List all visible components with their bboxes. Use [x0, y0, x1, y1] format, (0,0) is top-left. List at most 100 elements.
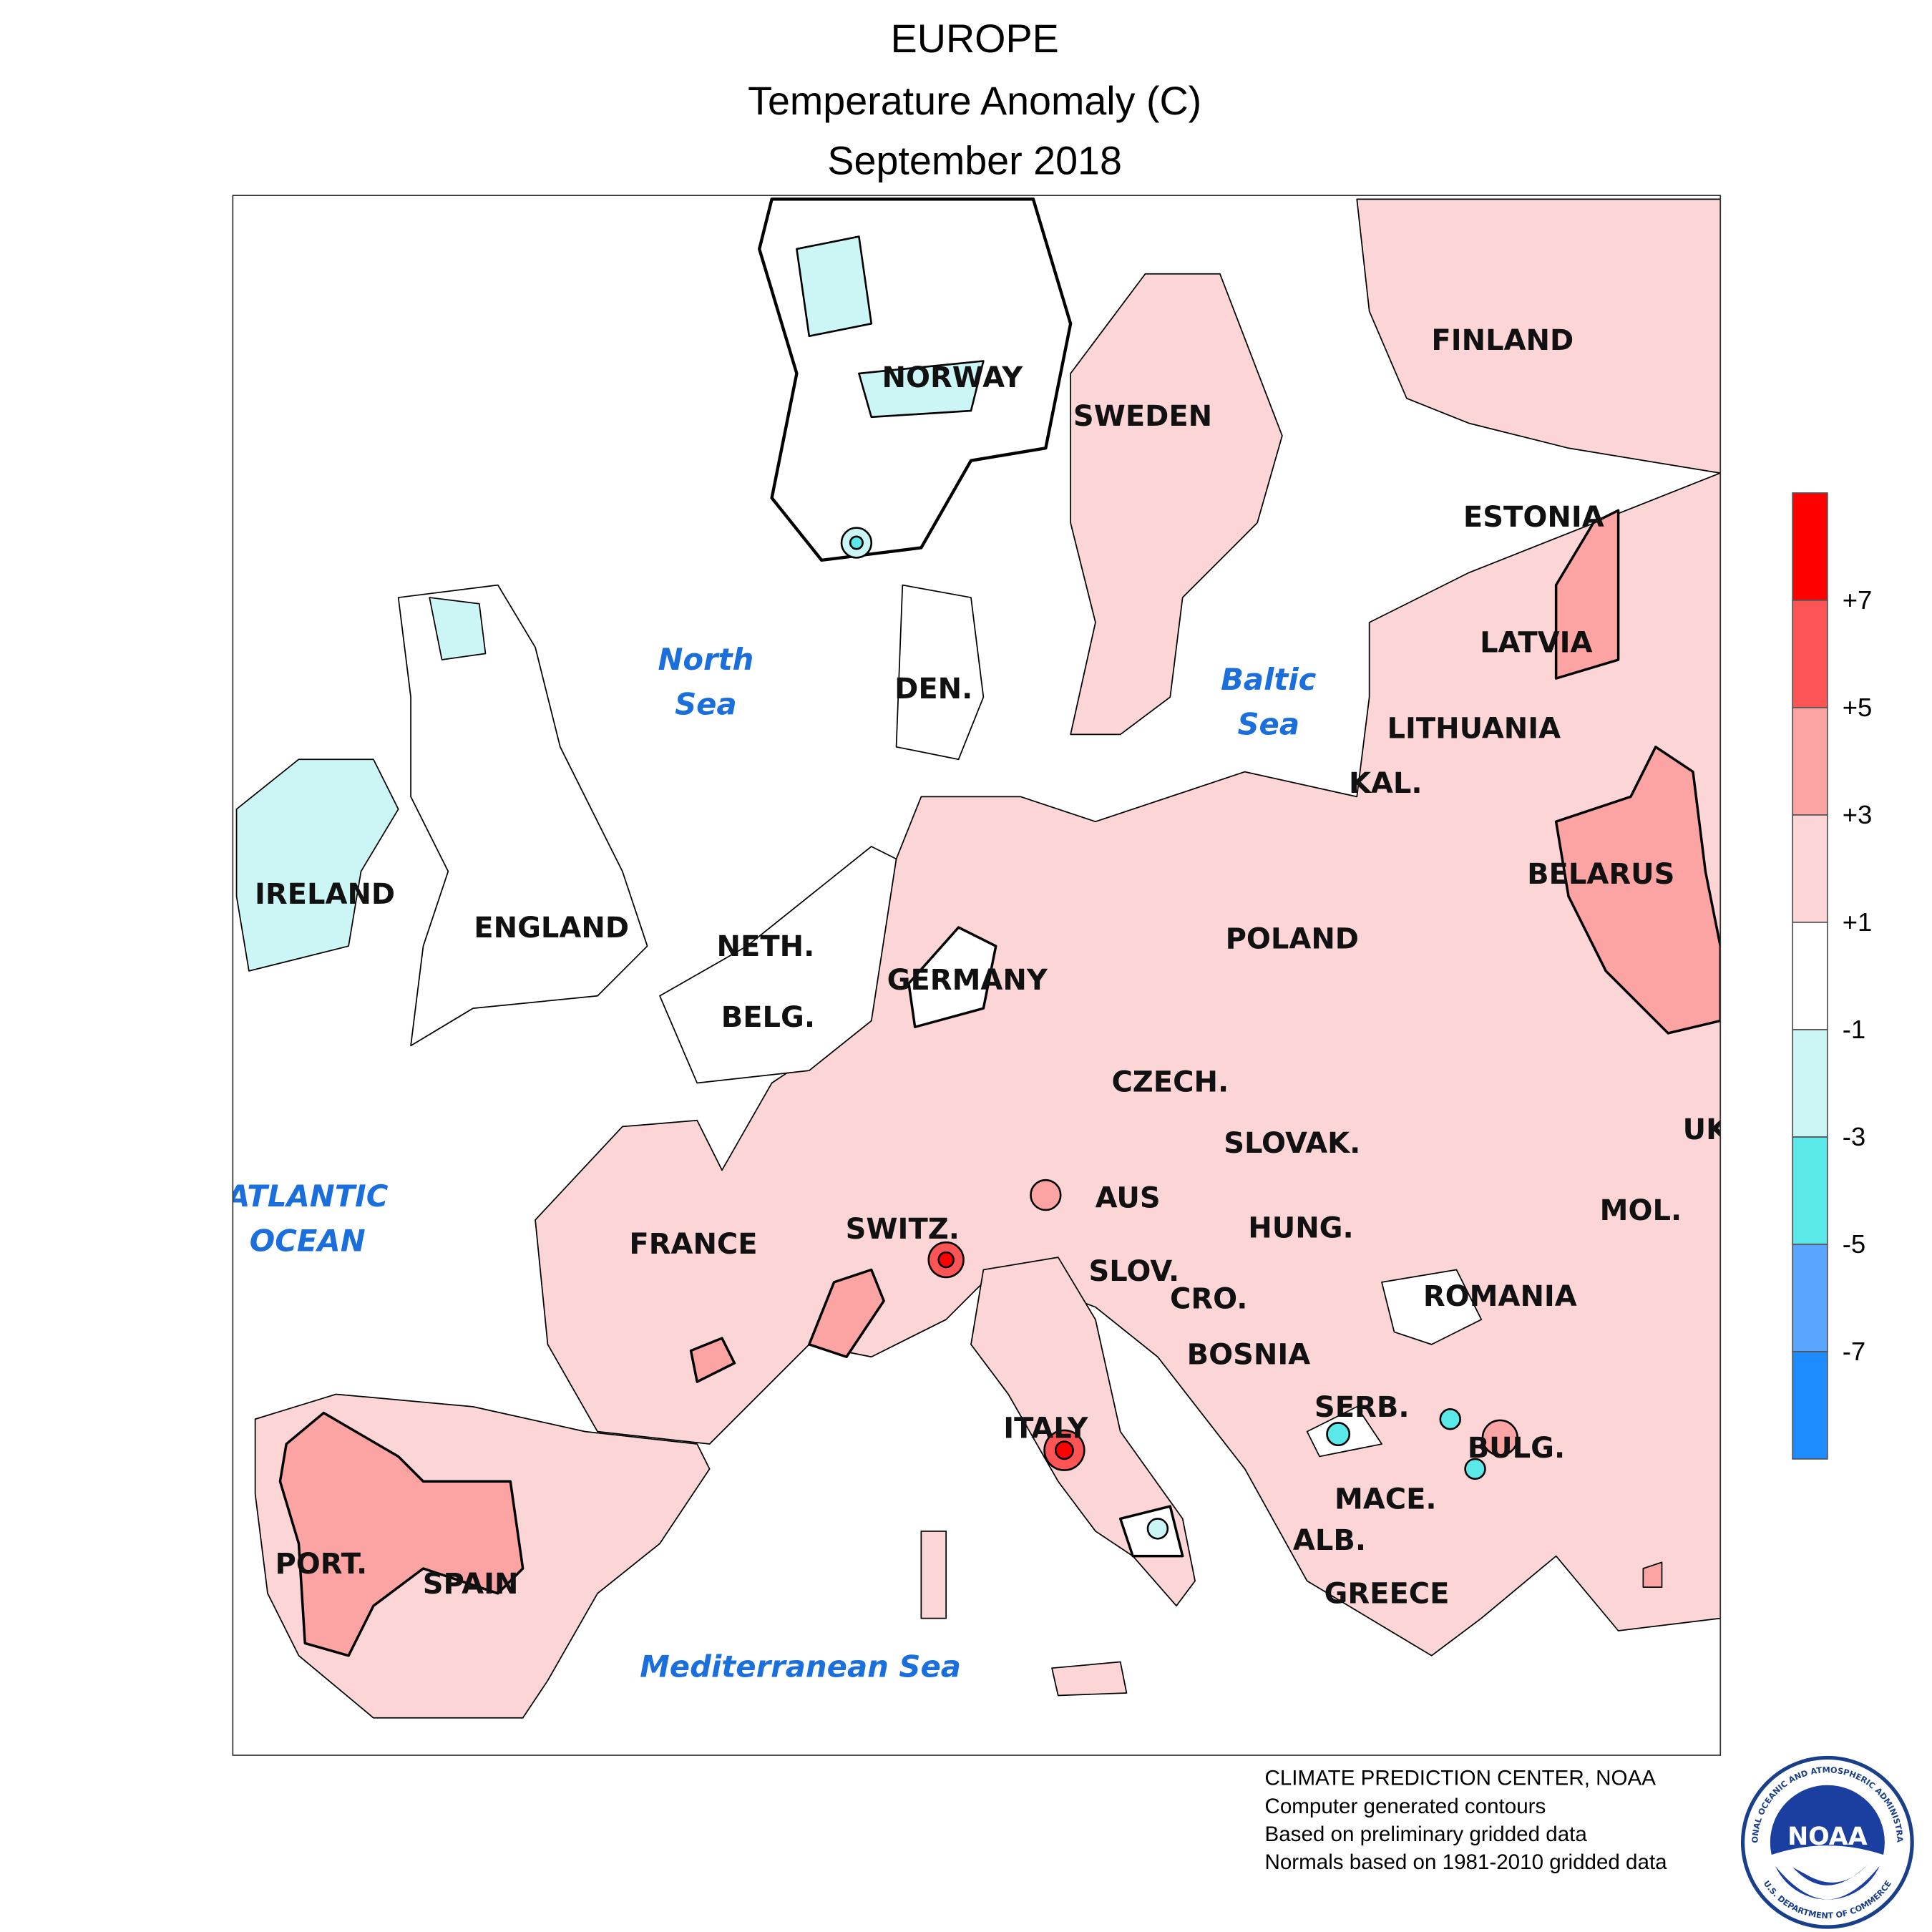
region-label: ESTONIA — [1463, 501, 1604, 534]
period: September 2018 — [827, 139, 1122, 183]
land-area — [235, 758, 399, 972]
land-area — [429, 597, 487, 660]
region-label: FRANCE — [629, 1228, 757, 1261]
region-label: SLOV. — [1088, 1255, 1179, 1288]
footer-line: Based on preliminary gridded data — [1265, 1823, 1588, 1846]
colorbar-bin — [1792, 1136, 1828, 1245]
map-frame — [232, 195, 1722, 1756]
region-label: BELARUS — [1527, 858, 1674, 891]
land-area — [858, 360, 985, 419]
anomaly-core — [1481, 1419, 1518, 1457]
anomaly-core — [937, 1251, 955, 1269]
land-area — [1554, 509, 1620, 680]
region-label: AUS — [1096, 1182, 1161, 1215]
footer-line: Normals based on 1981-2010 gridded data — [1265, 1850, 1668, 1874]
colorbar-bin — [1792, 1351, 1828, 1460]
footer: CLIMATE PREDICTION CENTER, NOAA Computer … — [1265, 1767, 1668, 1874]
region-label: SERB. — [1314, 1391, 1410, 1424]
region-label: BOSNIA — [1187, 1339, 1311, 1372]
colorbar-label: -7 — [1843, 1337, 1865, 1366]
land-area — [659, 846, 897, 1084]
footer-line: Computer generated contours — [1265, 1795, 1546, 1818]
region-label: LITHUANIA — [1387, 713, 1561, 746]
land-area — [907, 926, 997, 1028]
land-area — [1051, 1661, 1128, 1697]
region-label: SWITZ. — [846, 1213, 960, 1246]
land-area — [1070, 273, 1283, 736]
colorbar-label: +7 — [1843, 585, 1873, 615]
colorbar-bin — [1792, 1244, 1828, 1352]
colorbar-bin — [1792, 600, 1828, 708]
region-label: PORT. — [275, 1548, 367, 1581]
land-area — [1356, 198, 1721, 474]
title: EUROPE — [891, 16, 1059, 61]
land-area — [689, 1337, 736, 1383]
colorbar-label: -1 — [1843, 1015, 1865, 1044]
region-label: GREECE — [1324, 1578, 1450, 1611]
region-label: POLAND — [1226, 923, 1359, 956]
region-label: MOL. — [1600, 1194, 1682, 1227]
region-label: MACE. — [1335, 1483, 1437, 1516]
region-label: SPAIN — [423, 1568, 519, 1601]
anomaly-core — [1030, 1179, 1062, 1211]
region-label: ENGLAND — [474, 912, 629, 945]
region-label: DEN. — [894, 673, 972, 706]
sea-label: Sea — [1237, 706, 1299, 741]
colorbar: +7 +5 +3 +1 -1 -3 -5 -7 — [1792, 492, 1873, 1460]
region-label: HUNG. — [1248, 1211, 1353, 1244]
region-label: KAL. — [1349, 767, 1423, 800]
colorbar-label: +1 — [1843, 907, 1873, 937]
region-label: BULG. — [1468, 1432, 1565, 1465]
colorbar-label: +5 — [1843, 693, 1873, 722]
colorbar-bin — [1792, 922, 1828, 1030]
footer-line: CLIMATE PREDICTION CENTER, NOAA — [1265, 1767, 1657, 1790]
anomaly-core — [1054, 1440, 1074, 1460]
colorbar-bin — [1792, 1029, 1828, 1138]
region-label: LATVIA — [1480, 627, 1592, 660]
map: NORWAY SWEDEN FINLAND ESTONIA LATVIA LITHUANI… — [225, 197, 1729, 1719]
land-area — [796, 235, 873, 338]
region-label: CRO. — [1170, 1282, 1247, 1315]
land-area — [1381, 1269, 1483, 1345]
land-area — [895, 584, 985, 761]
anomaly-core — [1464, 1458, 1486, 1480]
anomaly-core — [1439, 1408, 1461, 1430]
region-label: IRELAND — [255, 878, 395, 911]
anomaly-core — [849, 535, 864, 550]
land-area — [920, 1530, 947, 1619]
colorbar-label: +3 — [1843, 800, 1873, 829]
region-label: GERMANY — [887, 964, 1048, 997]
anomaly-core — [1326, 1422, 1351, 1447]
land-area — [808, 1268, 885, 1359]
land-area — [1554, 746, 1721, 1035]
region-label: ALB. — [1293, 1524, 1366, 1557]
colorbar-bin — [1792, 492, 1828, 601]
colorbar-label: -3 — [1843, 1122, 1865, 1151]
sea-label: Baltic — [1221, 662, 1317, 697]
subtitle: Temperature Anomaly (C) — [748, 79, 1201, 123]
sea-label: ATLANTIC — [225, 1179, 389, 1214]
anomaly-core — [1146, 1518, 1169, 1540]
sea-label: OCEAN — [250, 1223, 366, 1258]
region-label: NORWAY — [882, 361, 1024, 394]
sea-label: Sea — [675, 687, 737, 722]
region-label: NETH. — [717, 930, 815, 963]
region-label: CZECH. — [1111, 1066, 1229, 1099]
region-label: ROMANIA — [1423, 1280, 1577, 1313]
region-label: FINLAND — [1431, 324, 1574, 357]
colorbar-bin — [1792, 814, 1828, 923]
sea-label: Mediterranean Sea — [640, 1649, 961, 1684]
region-label: ITALY — [1003, 1412, 1088, 1445]
land-area — [1642, 1561, 1663, 1588]
land-area — [397, 584, 648, 1047]
region-label: SLOVAK. — [1224, 1127, 1360, 1160]
region-label: SWEDEN — [1073, 400, 1212, 433]
region-label: UK — [1683, 1113, 1729, 1146]
land-area — [278, 1411, 525, 1657]
colorbar-label: -5 — [1843, 1229, 1865, 1259]
colorbar-bin — [1792, 707, 1828, 816]
sea-label: North — [658, 642, 753, 677]
logo-label: NOAA — [1787, 1823, 1868, 1851]
region-label: BELG. — [721, 1001, 815, 1034]
